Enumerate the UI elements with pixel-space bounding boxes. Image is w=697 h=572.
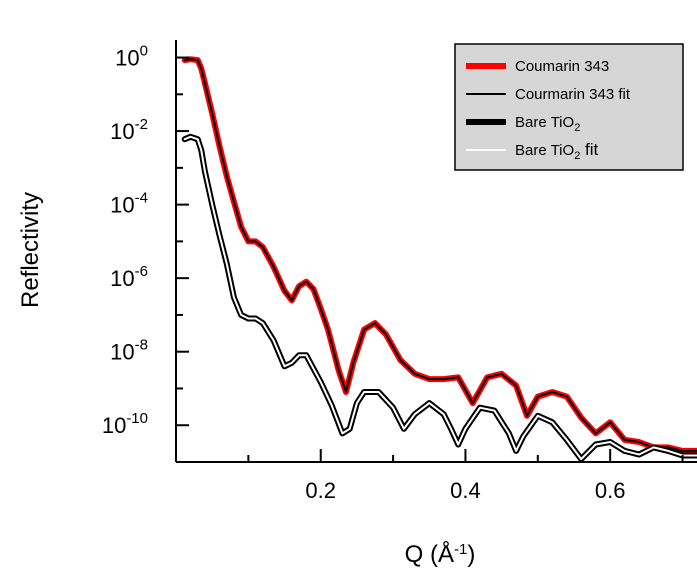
legend-label-3: Bare TiO2 fit: [515, 140, 599, 162]
y-tick-label-4: 10-8: [110, 337, 148, 365]
legend-label-tail-3: fit: [580, 140, 598, 159]
y-tick-label-5: 10-10: [102, 410, 148, 438]
y-tick-label-base-1: 10: [110, 119, 134, 144]
legend-label-text-1: Courmarin 343 fit: [515, 86, 631, 103]
series-layer: [181, 56, 697, 463]
y-tick-label-3: 10-6: [110, 263, 148, 291]
series-line-3: [183, 135, 697, 461]
y-tick-label-exp-1: -2: [135, 116, 148, 133]
y-axis-title: Reflectivity: [17, 192, 44, 308]
legend-label-sub-3: 2: [574, 150, 580, 162]
x-tick-label-1: 0.4: [450, 478, 481, 503]
y-tick-label-1: 10-2: [110, 116, 148, 144]
x-axis-title-close: ): [467, 541, 475, 568]
y-tick-label-exp-0: 0: [140, 43, 148, 60]
ticks-layer: [176, 56, 684, 462]
y-tick-label-base-0: 10: [115, 46, 139, 71]
y-tick-label-0: 100: [115, 43, 148, 71]
legend-label-0: Coumarin 343: [515, 58, 609, 75]
x-tick-label-2: 0.6: [595, 478, 626, 503]
legend-label-2: Bare TiO2: [515, 114, 580, 134]
legend-label-text-2: Bare TiO: [515, 114, 574, 131]
x-tick-label-0: 0.2: [305, 478, 336, 503]
x-axis-title: Q (Å-1): [405, 540, 476, 568]
y-tick-label-exp-2: -4: [135, 190, 148, 207]
y-tick-label-2: 10-4: [110, 190, 148, 218]
y-tick-label-base-2: 10: [110, 193, 134, 218]
y-tick-label-exp-4: -8: [135, 337, 148, 354]
series-line-1: [183, 58, 697, 452]
legend-label-sub-2: 2: [574, 122, 580, 134]
y-tick-label-base-4: 10: [110, 340, 134, 365]
x-axis-title-main: Q (Å: [405, 540, 454, 568]
y-tick-label-base-5: 10: [102, 413, 126, 438]
x-axis-title-sup: -1: [454, 541, 467, 558]
legend-label-1: Courmarin 343 fit: [515, 86, 631, 103]
y-tick-label-base-3: 10: [110, 266, 134, 291]
legend-label-text-3: Bare TiO: [515, 142, 574, 159]
y-tick-label-exp-5: -10: [126, 410, 148, 427]
y-tick-label-exp-3: -6: [135, 263, 148, 280]
legend-label-text-0: Coumarin 343: [515, 58, 609, 75]
